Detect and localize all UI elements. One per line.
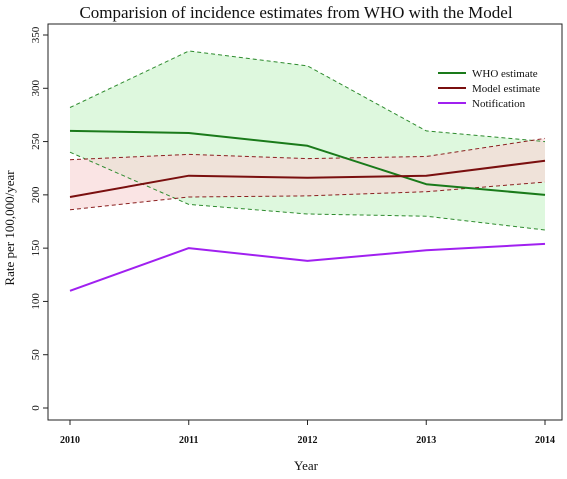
legend-label-notification: Notification xyxy=(472,98,526,110)
y-tick-label: 50 xyxy=(30,349,42,361)
y-tick-label: 300 xyxy=(30,80,42,97)
x-tick-label: 2012 xyxy=(298,435,318,446)
x-tick-label: 2011 xyxy=(179,435,198,446)
x-tick-label: 2010 xyxy=(60,435,80,446)
y-tick-label: 100 xyxy=(30,293,42,310)
legend-label-who-estimate: WHO estimate xyxy=(472,68,538,80)
x-tick-label: 2013 xyxy=(416,435,436,446)
x-axis-label: Year xyxy=(294,458,319,473)
notification-line xyxy=(70,244,545,291)
y-axis-label: Rate per 100,000/year xyxy=(2,170,17,286)
legend: WHO estimate Model estimate Notification xyxy=(438,68,540,110)
x-tick-label: 2014 xyxy=(535,435,555,446)
y-tick-label: 350 xyxy=(30,26,42,43)
chart-title: Comparision of incidence estimates from … xyxy=(79,3,512,22)
y-tick-label: 200 xyxy=(30,186,42,203)
y-tick-label: 150 xyxy=(30,239,42,256)
y-tick-label: 0 xyxy=(30,405,42,411)
legend-label-model-estimate: Model estimate xyxy=(472,83,540,95)
y-tick-label: 250 xyxy=(30,133,42,150)
